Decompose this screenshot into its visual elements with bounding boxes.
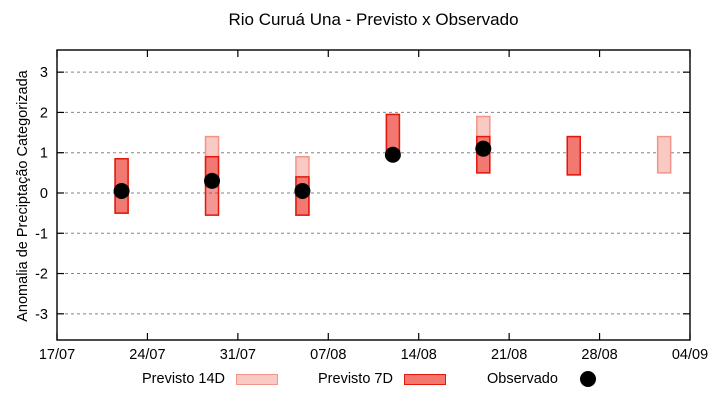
x-tick-label: 28/08	[581, 347, 617, 363]
previsto-7d-bar	[566, 135, 581, 176]
legend-label-observado: Observado	[487, 371, 558, 387]
observado-point	[113, 182, 130, 199]
y-tick-label: -2	[35, 267, 48, 283]
y-tick-label: 1	[40, 146, 48, 162]
legend-swatch-previsto-7d-icon	[403, 373, 446, 385]
x-tick-label: 17/07	[39, 347, 75, 363]
x-tick-label: 14/08	[401, 347, 437, 363]
observado-point	[204, 172, 221, 189]
x-tick-label: 31/07	[220, 347, 256, 363]
y-tick-label: 2	[40, 105, 48, 121]
x-tick-label: 07/08	[310, 347, 346, 363]
chart-title: Rio Curuá Una - Previsto x Observado	[228, 10, 519, 29]
y-tick-label: 3	[40, 65, 48, 81]
observado-point	[384, 146, 401, 163]
x-tick-label: 24/07	[129, 347, 165, 363]
legend: Previsto 14D Previsto 7D Observado	[0, 366, 720, 392]
x-tick-label: 04/09	[672, 347, 708, 363]
y-tick-label: -1	[35, 226, 48, 242]
legend-label-previsto-7d: Previsto 7D	[318, 371, 393, 387]
observado-point	[475, 140, 492, 157]
legend-item-previsto-14d: Previsto 14D	[142, 366, 279, 392]
observado-point	[294, 182, 311, 199]
previsto-14d-bar	[656, 135, 672, 174]
legend-item-previsto-7d: Previsto 7D	[318, 366, 446, 392]
legend-swatch-previsto-14d-icon	[236, 373, 279, 385]
y-tick-label: 0	[40, 186, 48, 202]
legend-dot-observado-icon	[579, 371, 596, 387]
y-tick-label: -3	[35, 307, 48, 323]
plot-border	[56, 49, 691, 341]
legend-item-observado: Observado	[487, 366, 596, 392]
x-tick-label: 21/08	[491, 347, 527, 363]
legend-label-previsto-14d: Previsto 14D	[142, 371, 226, 387]
